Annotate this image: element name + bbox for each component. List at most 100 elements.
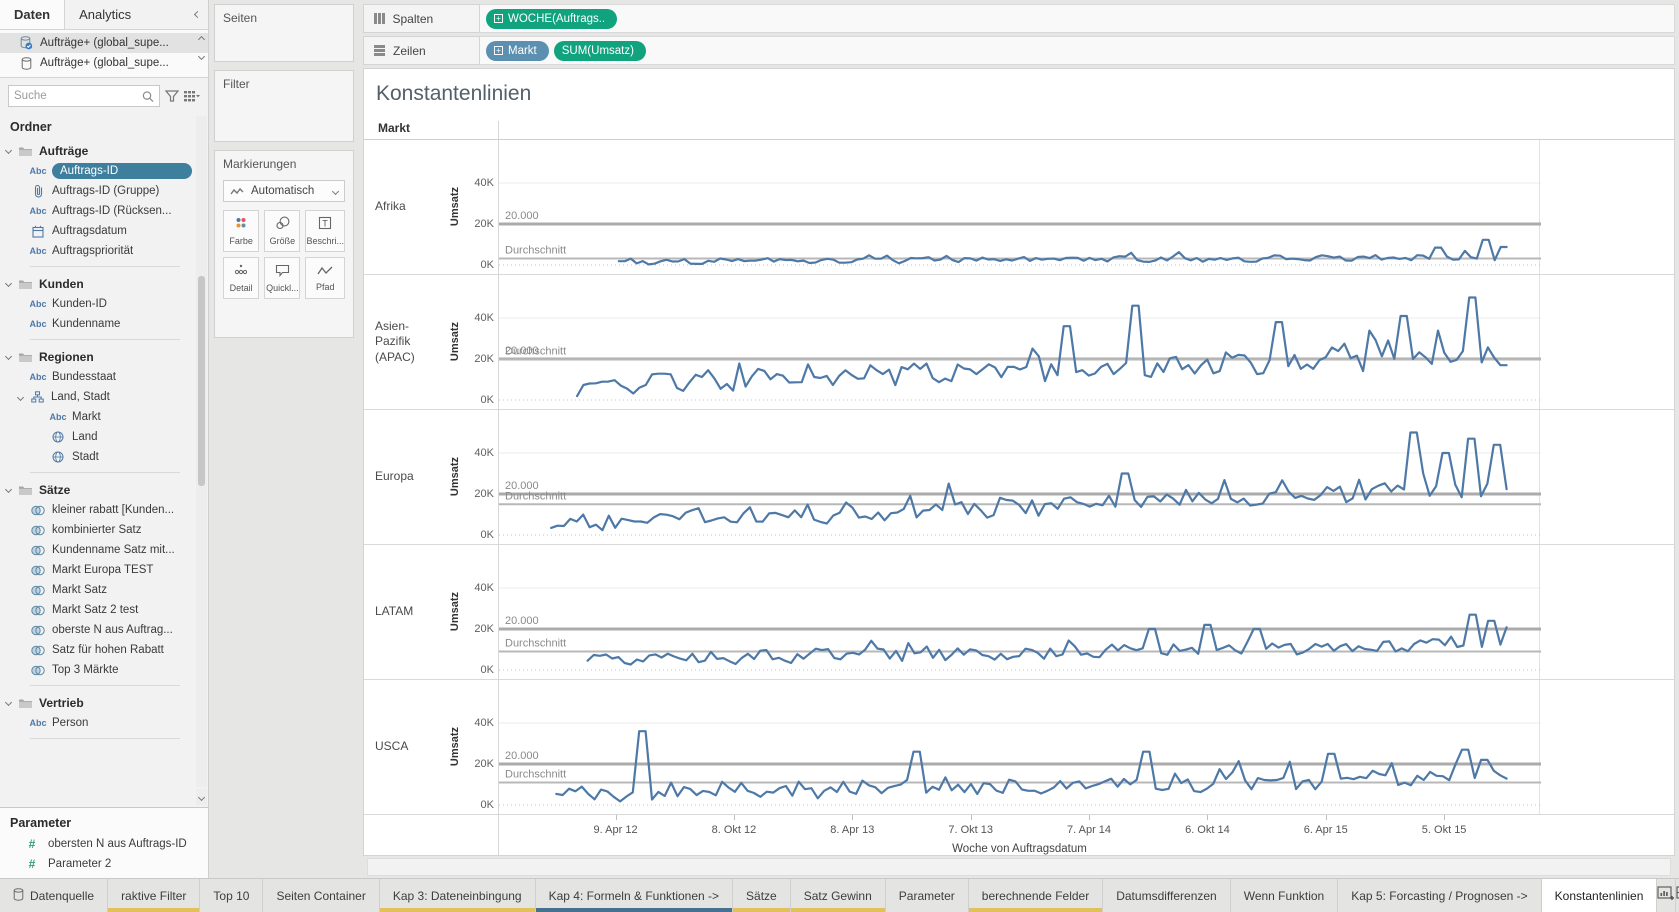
field-item[interactable]: kleiner rabatt [Kunden...	[0, 500, 194, 520]
new-worksheet-button[interactable]	[1657, 879, 1677, 912]
scroll-down-button[interactable]	[196, 789, 207, 805]
scrollbar-thumb[interactable]	[198, 276, 205, 486]
field-item[interactable]: Stadt	[0, 447, 194, 467]
row-label[interactable]: Afrika	[375, 199, 406, 214]
filters-card[interactable]: Filter	[214, 70, 354, 142]
sheet-tab-seiten-container[interactable]: Seiten Container	[263, 879, 380, 912]
field-item[interactable]: Markt Satz	[0, 580, 194, 600]
mark-button-detail[interactable]: Detail	[223, 257, 260, 299]
field-item[interactable]: Kundenname Satz mit...	[0, 540, 194, 560]
field-item[interactable]: Abc Kunden-ID	[29, 298, 107, 310]
folder-vertrieb[interactable]: Vertrieb	[0, 692, 194, 713]
field-item[interactable]: Abc Auftrags-ID	[0, 161, 194, 181]
field-item[interactable]: Land, Stadt	[0, 387, 194, 407]
abc-icon: Abc	[49, 412, 67, 422]
sheet-tab-wenn-funktion[interactable]: Wenn Funktion	[1231, 879, 1339, 912]
text-icon: T	[318, 216, 332, 233]
plot-area[interactable]: 20.000 Durchschnitt	[498, 680, 1541, 814]
expand-plus-icon[interactable]: +	[494, 14, 503, 23]
columns-shelf-area[interactable]: + WOCHE(Auftrags..	[480, 4, 1675, 33]
shelf-pill[interactable]: + WOCHE(Auftrags..	[486, 8, 618, 29]
field-item[interactable]: Abc Bundesstaat	[29, 371, 116, 383]
mark-button-farbe[interactable]: Farbe	[223, 210, 260, 252]
row-label[interactable]: USCA	[375, 739, 409, 754]
field-item[interactable]: Abc Auftrags-ID (Rücksen...	[29, 205, 172, 217]
plot-area[interactable]: 20.000 Durchschnitt	[498, 545, 1541, 679]
tab-underline	[535, 908, 733, 912]
sheet-tab-parameter[interactable]: Parameter	[886, 879, 969, 912]
paperclip-icon	[30, 184, 46, 198]
field-scrollbar[interactable]	[196, 116, 207, 787]
sheet-tab-kap-4--formeln---funktionen---[interactable]: Kap 4: Formeln & Funktionen ->	[535, 879, 734, 912]
expand-plus-icon[interactable]: +	[494, 46, 503, 55]
sheet-tab-kap-5--forcasting---prognosen---[interactable]: Kap 5: Forcasting / Prognosen ->	[1338, 879, 1542, 912]
datasource-item[interactable]: Aufträge+ (global_supe...	[0, 53, 208, 73]
plot-area[interactable]: 20.000 Durchschnitt	[498, 275, 1541, 409]
field-item[interactable]: Auftragsdatum	[0, 221, 194, 241]
field-item[interactable]: Abc Markt	[49, 411, 101, 423]
plot-area[interactable]: 20.000 Durchschnitt	[498, 140, 1541, 274]
row-label[interactable]: LATAM	[375, 604, 414, 619]
shelf-pill[interactable]: SUM(Umsatz)	[553, 40, 646, 61]
x-tick	[852, 815, 854, 820]
field-item[interactable]: Markt Europa TEST	[0, 560, 194, 580]
datasource-scroll[interactable]	[197, 34, 206, 61]
x-tick-label: 8. Okt 12	[711, 824, 757, 836]
field-item[interactable]: kombinierter Satz	[0, 520, 194, 540]
folder-sätze[interactable]: Sätze	[0, 479, 194, 500]
y-tick-labels: 40K 20K 0K	[474, 312, 494, 406]
selected-field-pill[interactable]: Auftrags-ID	[52, 163, 192, 179]
sheet-tab-berechnende-felder[interactable]: berechnende Felder	[968, 879, 1104, 912]
view-options-icon[interactable]	[184, 90, 200, 103]
parameter-item[interactable]: # Parameter 2	[0, 854, 208, 874]
field-item[interactable]: oberste N aus Auftrag...	[0, 620, 194, 640]
parameter-item[interactable]: # obersten N aus Auftrags-ID	[0, 834, 208, 854]
filter-funnel-icon[interactable]	[165, 89, 179, 103]
sheet-tab-datenquelle[interactable]: Datenquelle	[0, 879, 109, 912]
mark-button-gre[interactable]: Größe	[264, 210, 301, 252]
chevron-down-icon	[197, 793, 206, 801]
pane-tabs: Daten Analytics	[0, 0, 208, 30]
field-item[interactable]: Markt Satz 2 test	[0, 600, 194, 620]
field-item[interactable]: Top 3 Märkte	[0, 660, 194, 680]
datasource-item[interactable]: Aufträge+ (global_supe...	[0, 33, 208, 53]
row-label[interactable]: Europa	[375, 469, 414, 484]
field-item[interactable]: Abc Person	[29, 717, 89, 729]
new-dashboard-button[interactable]	[1676, 879, 1679, 912]
field-item[interactable]: Abc Kundenname	[29, 318, 121, 330]
plot-area[interactable]: 20.000 Durchschnitt	[498, 410, 1541, 544]
tab-underline	[108, 908, 200, 912]
sheet-tab-kap-3--dateneinbingung[interactable]: Kap 3: Dateneinbingung	[379, 879, 536, 912]
pages-card[interactable]: Seiten	[214, 4, 354, 62]
field-item[interactable]: Satz für hohen Rabatt	[0, 640, 194, 660]
sheet-tab-top-10[interactable]: Top 10	[200, 879, 264, 912]
sheet-tab-raktive-filter[interactable]: raktive Filter	[108, 879, 201, 912]
shelf-pill[interactable]: + Markt	[486, 40, 549, 61]
field-item[interactable]: Auftrags-ID (Gruppe)	[0, 181, 194, 201]
sheet-tab-datumsdifferenzen[interactable]: Datumsdifferenzen	[1103, 879, 1231, 912]
columns-shelf: Spalten + WOCHE(Auftrags..	[363, 4, 1675, 33]
horizontal-scrollbar[interactable]	[367, 858, 1671, 876]
tab-analytics[interactable]: Analytics	[79, 7, 132, 22]
mark-button-beschri[interactable]: T Beschri...	[305, 210, 345, 252]
sheet-tab-satz-gewinn[interactable]: Satz Gewinn	[790, 879, 886, 912]
rows-shelf-area[interactable]: + Markt SUM(Umsatz)	[480, 36, 1675, 65]
tab-daten[interactable]: Daten	[0, 0, 66, 29]
folder-regionen[interactable]: Regionen	[0, 346, 194, 367]
search-input[interactable]	[14, 90, 143, 102]
marks-card: Markierungen Automatisch Farbe Größe T Besc…	[214, 150, 354, 338]
y-tick-labels: 40K 20K 0K	[474, 447, 494, 541]
field-item[interactable]: Land	[0, 427, 194, 447]
sheet-tab-konstantenlinien[interactable]: Konstantenlinien	[1541, 879, 1658, 912]
mark-type-dropdown[interactable]: Automatisch	[223, 180, 345, 202]
mark-button-quickl[interactable]: Quickl...	[264, 257, 301, 299]
collapse-pane-button[interactable]	[186, 0, 208, 29]
row-label[interactable]: Asien-Pazifik (APAC)	[375, 318, 415, 364]
folder-kunden[interactable]: Kunden	[0, 273, 194, 294]
mark-button-pfad[interactable]: Pfad	[305, 257, 345, 299]
chevron-down-icon	[4, 352, 13, 361]
sheet-tab-s-tze[interactable]: Sätze	[733, 879, 791, 912]
folder-aufträge[interactable]: Aufträge	[0, 140, 194, 161]
field-item[interactable]: Abc Auftragspriorität	[29, 245, 134, 257]
tab-underline	[790, 908, 885, 912]
